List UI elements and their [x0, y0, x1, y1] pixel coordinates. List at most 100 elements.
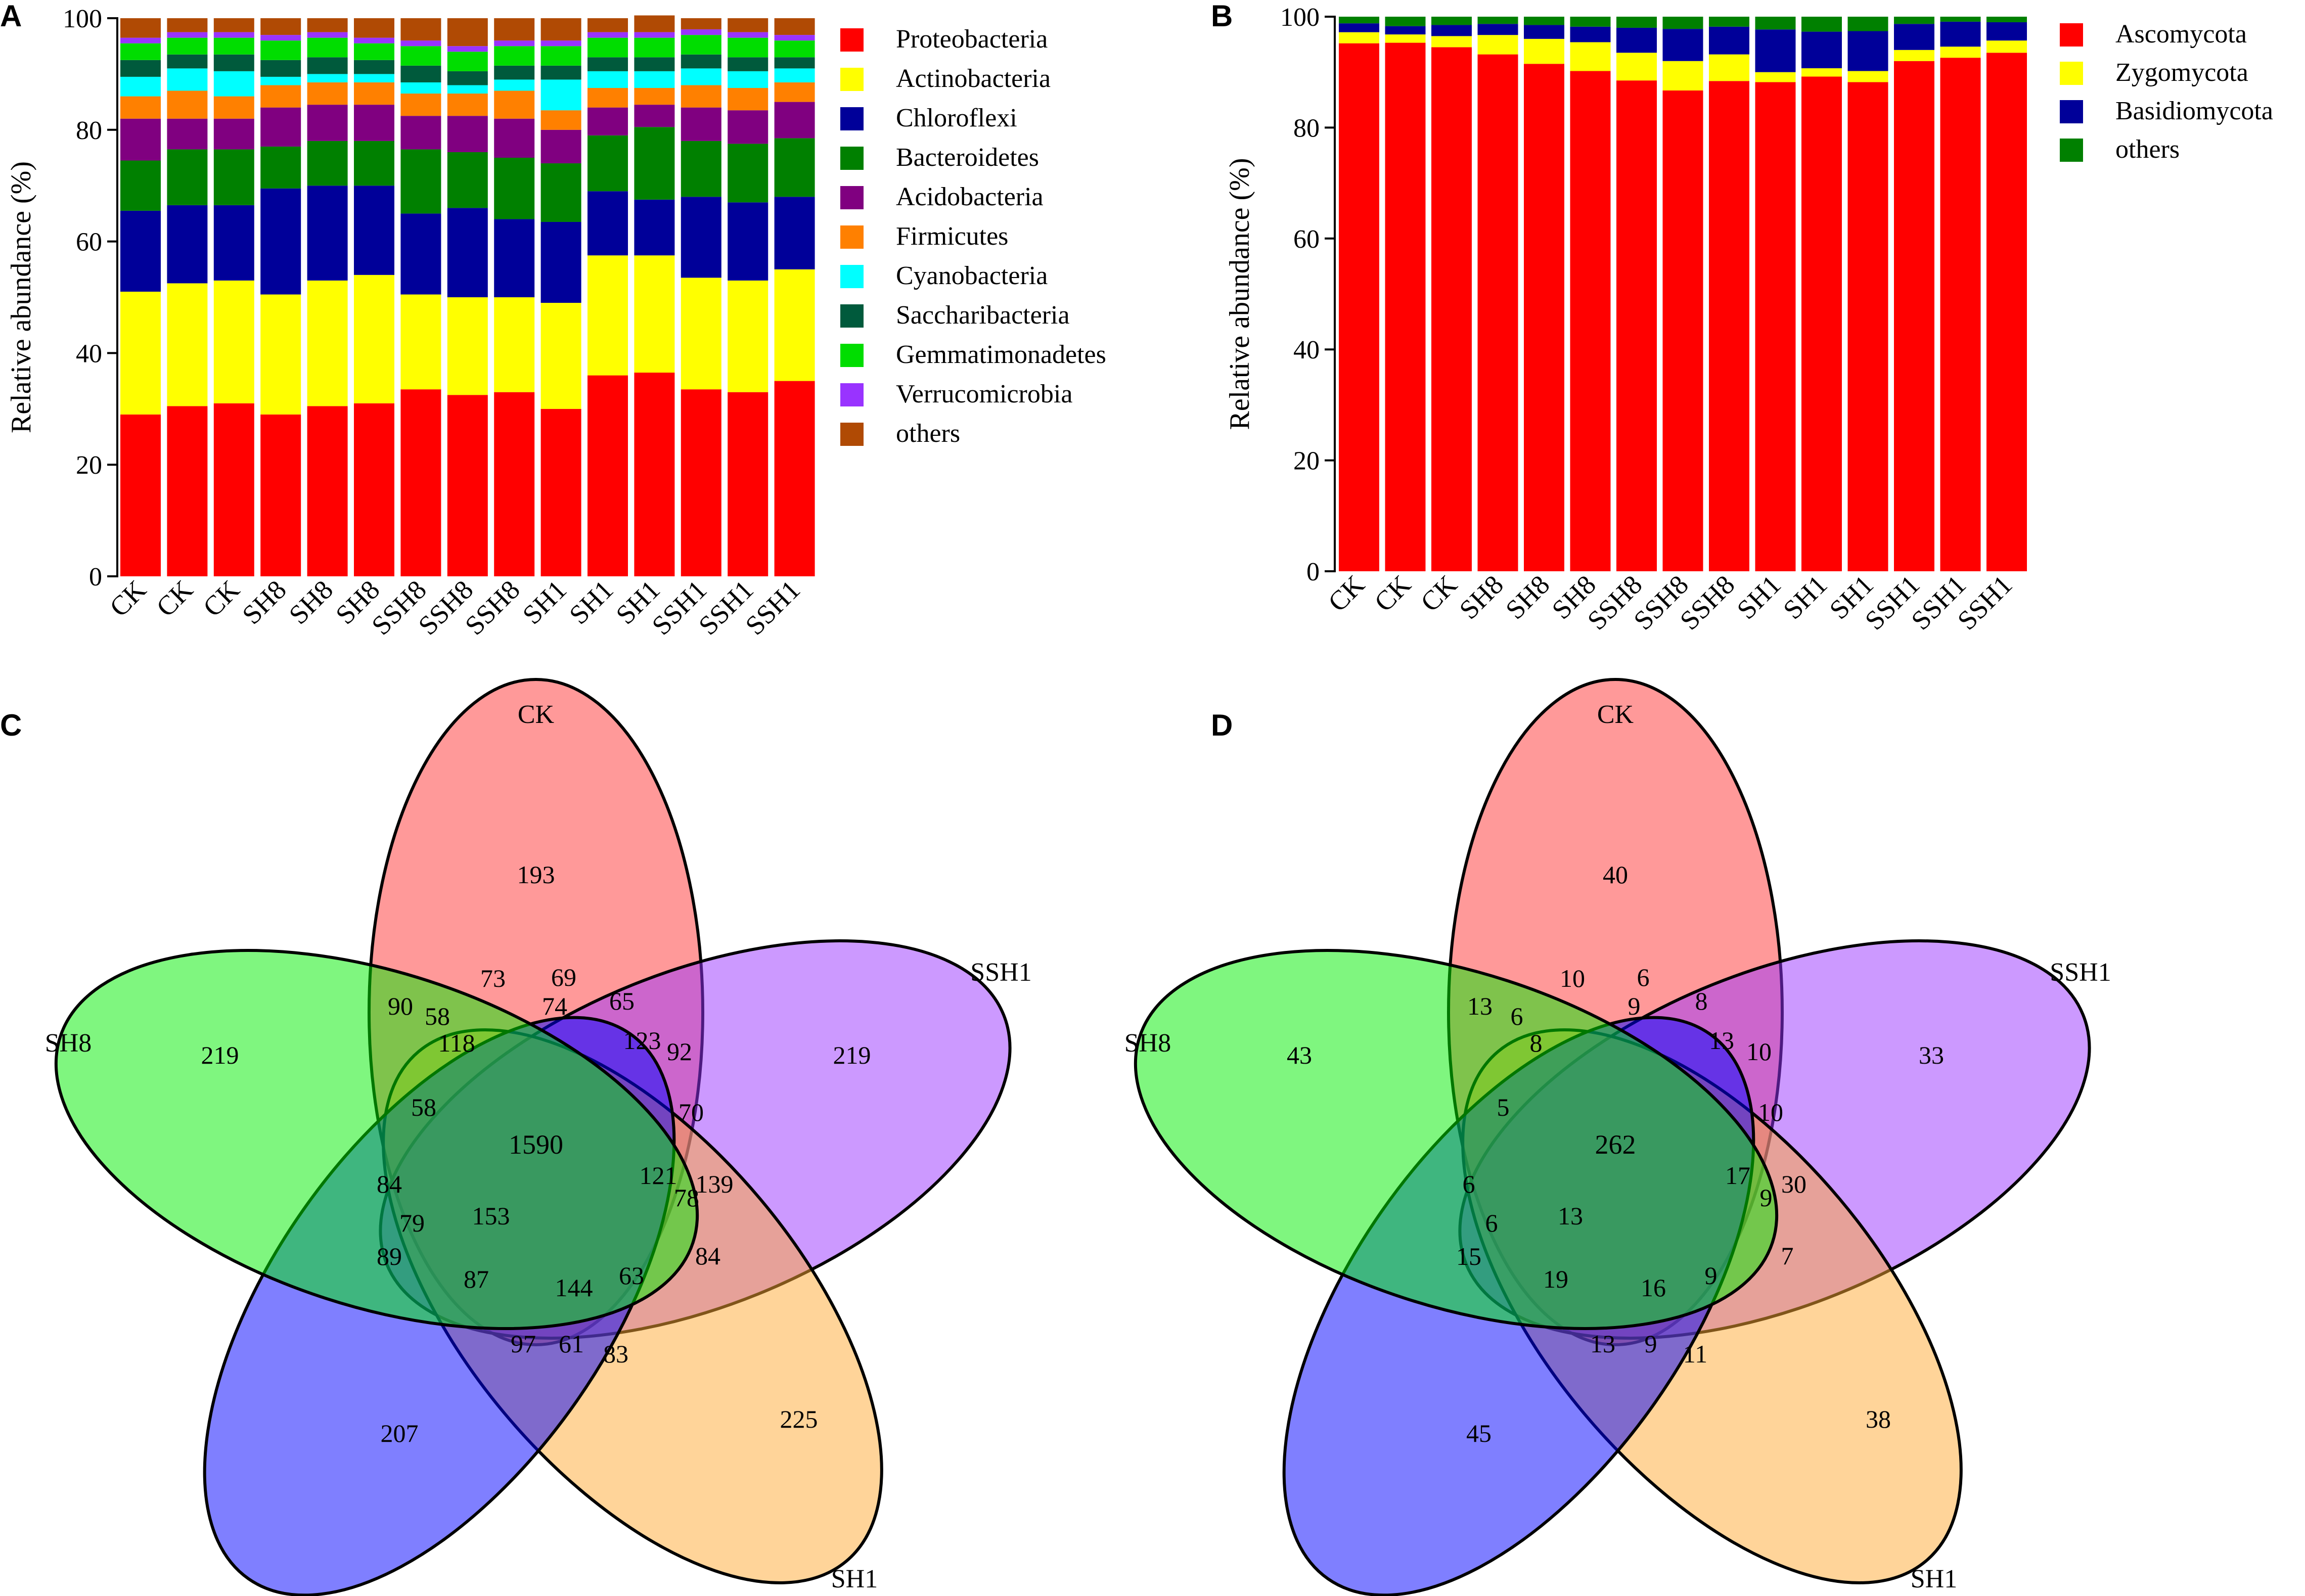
- venn-region-count: 13: [1709, 1026, 1734, 1055]
- bar-segment-verrucomicrobia: [587, 32, 628, 38]
- bar-segment-chloroflexi: [120, 210, 161, 292]
- bar-segment-zygomycota: [1524, 38, 1564, 64]
- bar-segment-verrucomicrobia: [260, 35, 301, 41]
- panel-letter-d: D: [1211, 708, 1233, 742]
- bar-segment-basidiomycota: [1847, 31, 1888, 71]
- bar-segment-basidiomycota: [1755, 29, 1796, 72]
- venn-region-count: 118: [438, 1029, 475, 1057]
- panel-c-venn-diagram: CCKSSH1SH1SSH8SH819321922520721969739058…: [0, 678, 1032, 1596]
- bar-segment-saccharibacteria: [447, 71, 488, 85]
- bar-segment-gemmatimonadetes: [774, 40, 815, 58]
- bar-segment-zygomycota: [1894, 50, 1934, 61]
- bar-segment-gemmatimonadetes: [540, 46, 581, 66]
- bar-segment-chloroflexi: [540, 221, 581, 303]
- venn-region-count: 15: [1456, 1242, 1481, 1270]
- venn-region-count: 92: [667, 1037, 692, 1066]
- y-tick-label: 0: [89, 563, 102, 591]
- bar-segment-others: [1477, 17, 1518, 24]
- legend-label: Proteobacteria: [896, 25, 1048, 54]
- bar-segment-actinobacteria: [447, 297, 488, 395]
- bar-segment-saccharibacteria: [774, 57, 815, 69]
- venn-region-count: 9: [1760, 1183, 1773, 1212]
- bar-segment-proteobacteria: [400, 389, 441, 576]
- venn-set-label: SH1: [831, 1565, 878, 1593]
- x-tick-label: SH8: [283, 574, 339, 630]
- bar-segment-verrucomicrobia: [728, 32, 769, 38]
- bar-segment-gemmatimonadetes: [494, 46, 535, 66]
- venn-set-label: SH8: [1124, 1029, 1171, 1058]
- x-tick-label: CK: [1415, 569, 1463, 617]
- bar-segment-others: [120, 18, 161, 38]
- bar-segment-actinobacteria: [540, 303, 581, 409]
- bar-segment-firmicutes: [167, 90, 208, 119]
- venn-region-count: 58: [425, 1002, 450, 1030]
- x-tick-label: SSH8: [1674, 569, 1741, 636]
- x-tick-label: SSH1: [1952, 569, 2018, 636]
- legend-label: Chloroflexi: [896, 104, 1017, 132]
- bar-segment-bacteroidetes: [213, 149, 254, 205]
- venn-set-label: SSH1: [2050, 958, 2111, 987]
- bar-segment-basidiomycota: [1662, 29, 1703, 61]
- x-tick-label: SSH8: [1581, 569, 1648, 636]
- bar-segment-basidiomycota: [1709, 26, 1749, 55]
- bar-segment-zygomycota: [1801, 68, 1842, 77]
- bar-segment-proteobacteria: [540, 408, 581, 576]
- bar-segment-zygomycota: [1662, 61, 1703, 90]
- legend-swatch: [840, 304, 864, 328]
- y-tick-label: 0: [1306, 558, 1320, 586]
- bar-segment-gemmatimonadetes: [587, 37, 628, 58]
- panel-d-venn-diagram: DCKSSH1SH1SSH8SH840333845436101369810138…: [1124, 678, 2111, 1596]
- bar-segment-bacteroidetes: [167, 149, 208, 205]
- bar-segment-bacteroidetes: [307, 141, 348, 186]
- bar-segment-acidobacteria: [634, 105, 675, 127]
- bar-segment-verrucomicrobia: [213, 32, 254, 38]
- bar-segment-ascomycota: [1385, 42, 1426, 572]
- legend-label: Saccharibacteria: [896, 301, 1070, 330]
- venn-region-count: 61: [559, 1330, 584, 1358]
- x-tick-label: SSH8: [1628, 569, 1694, 636]
- bar-segment-zygomycota: [1477, 35, 1518, 55]
- legend-swatch: [840, 423, 864, 446]
- bar-segment-gemmatimonadetes: [634, 37, 675, 58]
- bar-segment-others: [681, 18, 721, 30]
- y-tick-label: 80: [1293, 114, 1320, 143]
- bar-segment-acidobacteria: [354, 105, 394, 141]
- x-tick-label: SH1: [1777, 569, 1833, 625]
- bar-segment-verrucomicrobia: [167, 32, 208, 38]
- bar-segment-proteobacteria: [587, 375, 628, 576]
- venn-region-count: 13: [1558, 1202, 1583, 1230]
- x-tick-label: SH1: [1731, 569, 1787, 625]
- x-tick-label: SH8: [1454, 569, 1509, 625]
- venn-set-sh8: [1134, 949, 1779, 1330]
- bar-segment-ascomycota: [1894, 61, 1934, 571]
- venn-region-count: 219: [833, 1041, 871, 1069]
- bar-segment-basidiomycota: [1385, 26, 1426, 35]
- bar-segment-bacteroidetes: [540, 163, 581, 222]
- bar-segment-ascomycota: [1339, 43, 1379, 571]
- bar-segment-proteobacteria: [354, 403, 394, 576]
- bar-segment-gemmatimonadetes: [354, 43, 394, 60]
- panel-letter-c: C: [0, 708, 22, 742]
- venn-region-count: 207: [381, 1419, 419, 1447]
- bar-segment-bacteroidetes: [120, 160, 161, 211]
- bar-segment-gemmatimonadetes: [728, 37, 769, 58]
- x-tick-label: SSH1: [693, 574, 759, 641]
- venn-region-count: 5: [1497, 1093, 1510, 1121]
- bar-segment-saccharibacteria: [494, 65, 535, 80]
- bar-segment-bacteroidetes: [447, 152, 488, 208]
- bar-segment-others: [1847, 17, 1888, 31]
- legend-swatch: [840, 265, 864, 288]
- bar-segment-others: [1431, 17, 1472, 25]
- bar-segment-saccharibacteria: [728, 57, 769, 71]
- bar-segment-firmicutes: [260, 85, 301, 108]
- bar-segment-chloroflexi: [400, 213, 441, 295]
- bar-segment-acidobacteria: [540, 129, 581, 164]
- bar-segment-basidiomycota: [1477, 24, 1518, 35]
- bar-segment-chloroflexi: [354, 186, 394, 275]
- y-tick-label: 60: [76, 228, 102, 257]
- bar-segment-firmicutes: [681, 85, 721, 108]
- legend-swatch: [2060, 62, 2083, 85]
- bar-segment-verrucomicrobia: [307, 32, 348, 38]
- bar-segment-cyanobacteria: [447, 85, 488, 94]
- bar-segment-others: [540, 18, 581, 41]
